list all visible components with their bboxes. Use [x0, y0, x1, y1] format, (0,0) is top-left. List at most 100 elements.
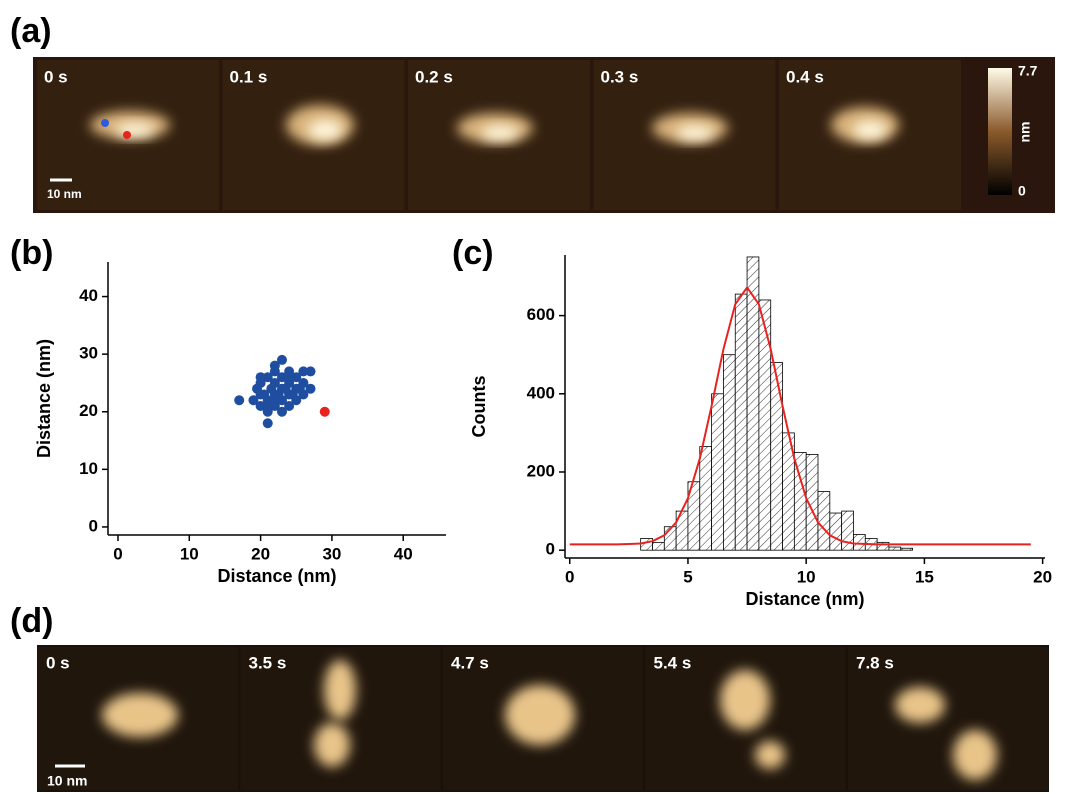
colorbar-max: 7.7 — [1018, 63, 1038, 79]
point — [255, 400, 266, 411]
x-tick-label: 10 — [180, 544, 199, 563]
afm-blob — [755, 741, 785, 769]
scale-bar-label: 10 nm — [47, 187, 82, 201]
point — [269, 360, 280, 371]
point — [291, 372, 302, 383]
x-tick-label: 20 — [251, 544, 270, 563]
point — [255, 372, 266, 383]
bar — [640, 538, 653, 551]
bar — [888, 546, 902, 551]
point — [276, 395, 287, 406]
y-tick-label: 600 — [527, 305, 555, 324]
bar — [758, 299, 772, 551]
point — [284, 389, 295, 400]
point — [298, 366, 309, 377]
point — [276, 406, 287, 417]
frame-time: 4.7 s — [451, 653, 489, 672]
afm-blob — [481, 125, 519, 141]
bar — [829, 512, 843, 551]
bar — [841, 510, 854, 551]
bar — [711, 393, 724, 551]
x-tick-label: 20 — [1033, 567, 1052, 586]
x-tick-label: 5 — [683, 567, 692, 586]
point — [276, 372, 287, 383]
x-tick-label: 0 — [565, 567, 574, 586]
point — [305, 366, 316, 377]
point — [262, 418, 273, 429]
panel-label: (a) — [10, 12, 52, 50]
afm-blob — [324, 660, 356, 720]
frame-time: 0.2 s — [415, 67, 453, 86]
afm-blob — [953, 730, 997, 780]
frame-time: 7.8 s — [856, 653, 894, 672]
scale-bar-label: 10 nm — [47, 773, 87, 789]
point — [248, 395, 259, 406]
afm-blob — [308, 120, 342, 140]
bar — [723, 354, 736, 551]
y-tick-label: 10 — [79, 459, 98, 478]
afm-blob — [115, 123, 155, 137]
marker — [123, 131, 131, 139]
bar — [876, 541, 890, 551]
point — [291, 395, 302, 406]
panel-label: (b) — [10, 234, 53, 272]
afm-frame — [848, 647, 1048, 790]
x-tick-label: 40 — [394, 544, 413, 563]
afm-blob — [102, 693, 178, 737]
bar — [652, 541, 665, 551]
point — [319, 406, 330, 417]
x-tick-label: 30 — [322, 544, 341, 563]
y-tick-label: 40 — [79, 286, 98, 305]
y-tick-label: 200 — [527, 461, 555, 480]
point — [298, 377, 309, 388]
point — [262, 400, 273, 411]
colorbar-unit: nm — [1017, 122, 1033, 143]
bar — [770, 362, 783, 551]
afm-blob — [720, 670, 770, 730]
point — [291, 383, 302, 394]
y-tick-label: 30 — [79, 344, 98, 363]
afm-blob — [853, 121, 887, 139]
frame-time: 0.1 s — [230, 67, 268, 86]
afm-blob — [676, 125, 714, 141]
point — [276, 383, 287, 394]
bar — [817, 491, 831, 551]
frame-time: 0.3 s — [601, 67, 639, 86]
bar — [853, 534, 866, 551]
point — [262, 372, 273, 383]
frame-time: 0.4 s — [786, 67, 824, 86]
fit-line — [569, 285, 1031, 546]
bar — [900, 547, 913, 551]
y-axis-label: Distance (nm) — [34, 339, 54, 458]
point — [298, 389, 309, 400]
frame-time: 3.5 s — [249, 653, 287, 672]
y-axis-label: Counts — [469, 376, 489, 438]
point — [269, 377, 280, 388]
frame-time: 0 s — [46, 653, 70, 672]
frame-time: 5.4 s — [654, 653, 692, 672]
y-tick-label: 0 — [89, 516, 98, 535]
x-tick-label: 10 — [797, 567, 816, 586]
point — [284, 372, 295, 383]
y-tick-label: 20 — [79, 401, 98, 420]
x-tick-label: 0 — [113, 544, 122, 563]
colorbar-min: 0 — [1018, 183, 1026, 199]
x-axis-label: Distance (nm) — [745, 589, 864, 609]
panel-label: (c) — [452, 234, 494, 272]
y-tick-label: 400 — [527, 383, 555, 402]
point — [284, 400, 295, 411]
x-tick-label: 15 — [915, 567, 934, 586]
frame-time: 0 s — [44, 67, 68, 86]
marker — [101, 119, 109, 127]
point — [255, 389, 266, 400]
bar — [699, 446, 713, 551]
afm-blob — [505, 685, 575, 745]
point — [269, 395, 280, 406]
point — [305, 383, 316, 394]
afm-blob — [895, 687, 945, 723]
panel-label: (d) — [10, 602, 53, 640]
point — [276, 354, 287, 365]
point — [234, 395, 245, 406]
x-axis-label: Distance (nm) — [217, 566, 336, 586]
